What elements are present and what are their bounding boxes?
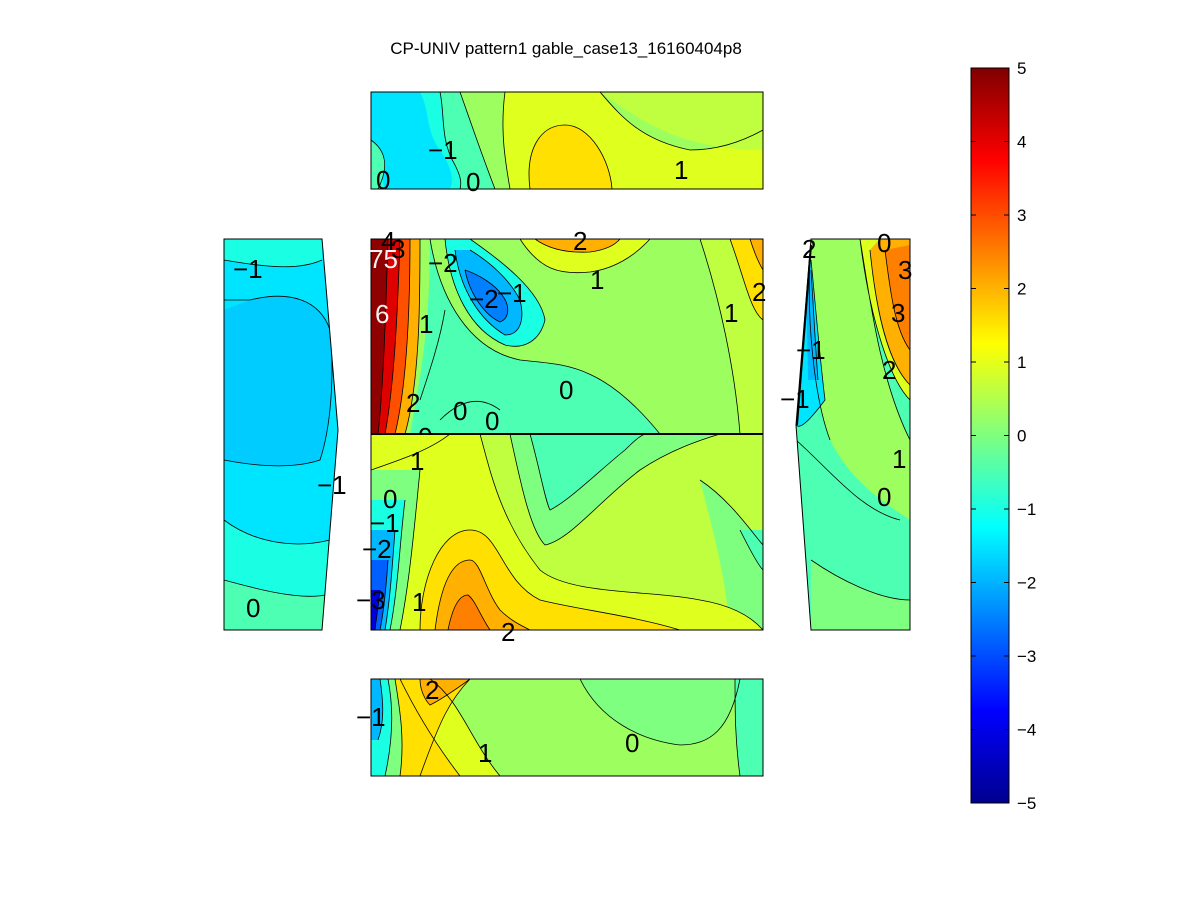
- contour-label: −1: [796, 335, 826, 365]
- panel-top: [371, 92, 763, 189]
- panel-left: [224, 239, 338, 630]
- contour-label: 1: [674, 155, 688, 185]
- panel-roof-lower: [371, 434, 763, 630]
- contour-label: 2: [573, 226, 587, 256]
- contour-label: 0: [376, 165, 390, 195]
- contour-label: 0: [383, 484, 397, 514]
- contour-label: 6: [375, 299, 389, 329]
- contour-label: 3: [898, 255, 912, 285]
- contour-label: 1: [724, 298, 738, 328]
- contour-label: −2: [428, 248, 458, 278]
- colorbar-ticks: 5 4 3 2 1 0 −1 −2 −3 −4 −5: [971, 59, 1036, 813]
- contour-label: 0: [453, 396, 467, 426]
- panel-left-frame: [223, 238, 339, 631]
- colorbar: [970, 67, 1010, 804]
- contour-label: −1: [497, 278, 527, 308]
- colorbar-tick-label: 0: [1017, 427, 1026, 446]
- contour-label: −1: [780, 384, 810, 414]
- colorbar-tick-label: 5: [1017, 59, 1026, 78]
- contour-label: 3: [391, 234, 405, 264]
- contour-label: 2: [501, 617, 515, 647]
- colorbar-tick-label: 2: [1017, 280, 1026, 299]
- colorbar-tick-label: 4: [1017, 133, 1026, 152]
- contour-label: 1: [410, 446, 424, 476]
- contour-label: 1: [892, 444, 906, 474]
- contour-label: 2: [752, 277, 766, 307]
- contour-label: 2: [425, 675, 439, 705]
- contour-label: 2: [882, 355, 896, 385]
- contour-label: 0: [625, 728, 639, 758]
- colorbar-tick-label: −2: [1017, 574, 1036, 593]
- contour-label: −1: [370, 508, 400, 538]
- contour-label: 2: [802, 234, 816, 264]
- colorbar-tick-label: −1: [1017, 500, 1036, 519]
- contour-label: 0: [466, 167, 480, 197]
- contour-label: 4: [381, 226, 395, 256]
- panel-bottom-frame: [370, 678, 764, 777]
- contour-label: −1: [233, 254, 263, 284]
- right-panel-edge: [796, 244, 812, 426]
- contour-label: 2: [406, 388, 420, 418]
- colorbar-tick-label: −5: [1017, 794, 1036, 813]
- contour-label: 1: [419, 309, 433, 339]
- colorbar-tick-label: −3: [1017, 647, 1036, 666]
- contour-label: −1: [356, 702, 386, 732]
- contour-label: 0: [246, 593, 260, 623]
- contour-label: 0: [485, 406, 499, 436]
- contour-label: −1: [317, 470, 347, 500]
- contour-label: −2: [362, 534, 392, 564]
- contour-label: 1: [478, 738, 492, 768]
- panel-right: [796, 239, 910, 630]
- contour-label: 75: [369, 244, 398, 274]
- panel-top-frame: [370, 91, 764, 190]
- contour-label: 1: [590, 265, 604, 295]
- contour-label: 0: [877, 482, 891, 512]
- colorbar-tick-label: 1: [1017, 353, 1026, 372]
- panel-roof-upper: [371, 239, 763, 434]
- contour-label: −2: [469, 284, 499, 314]
- chart-title: CP-UNIV pattern1 gable_case13_16160404p8: [390, 39, 742, 58]
- colorbar-tick-label: 3: [1017, 206, 1026, 225]
- panel-bottom: [371, 679, 763, 776]
- contour-label: −1: [428, 135, 458, 165]
- contour-label: 0: [559, 375, 573, 405]
- colorbar-tick-label: −4: [1017, 721, 1036, 740]
- contour-label: −3: [356, 585, 386, 615]
- contour-label: 3: [891, 298, 905, 328]
- contour-label: 0: [877, 228, 891, 258]
- contour-label: 1: [412, 587, 426, 617]
